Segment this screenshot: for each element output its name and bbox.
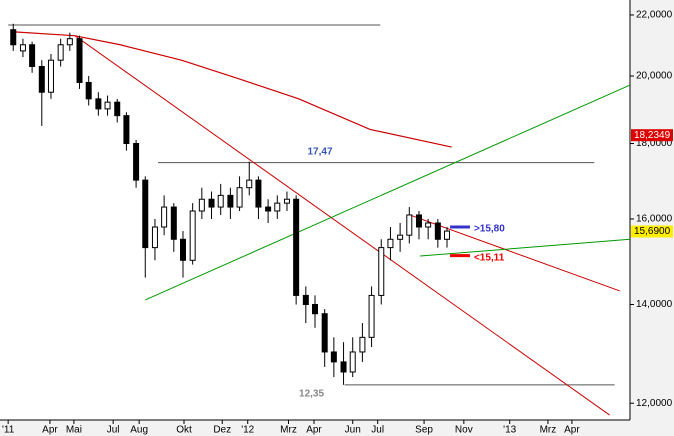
candle-body: [114, 101, 121, 117]
x-tick-label: Aug: [130, 425, 148, 436]
x-tick-label: Jun: [345, 425, 361, 436]
x-tick-label: Mrz: [540, 425, 557, 436]
candle-body: [340, 361, 347, 373]
y-tick-label: 22,0000: [636, 10, 673, 21]
y-axis-panel: [630, 0, 674, 436]
trendline: [409, 214, 620, 292]
candle-body: [10, 29, 17, 46]
candle-body: [397, 234, 404, 240]
candle-body: [217, 194, 224, 208]
trendline: [145, 84, 631, 301]
candle-body: [133, 143, 140, 181]
candle-body: [406, 214, 413, 236]
candle-body: [255, 179, 262, 208]
price-label: 18,2349: [634, 130, 671, 141]
x-tick-label: Jul: [107, 425, 120, 436]
candle-body: [425, 222, 432, 228]
candle-body: [283, 198, 290, 204]
target-label: >15,80: [474, 224, 505, 235]
candle-body: [265, 206, 272, 212]
price-label-box: [631, 225, 673, 238]
candle-body: [415, 214, 422, 228]
candle-body: [179, 238, 186, 261]
price-label-box: [631, 129, 673, 142]
target-label: <15,11: [474, 252, 505, 263]
candle-body: [198, 198, 205, 212]
candle-body: [66, 38, 73, 46]
x-tick-label: Mrz: [280, 425, 297, 436]
x-tick-label: '12: [241, 425, 254, 436]
x-tick-label: Dez: [213, 425, 231, 436]
y-tick-label: 18,0000: [636, 138, 673, 149]
candle-body: [302, 294, 309, 305]
candle-body: [85, 81, 92, 100]
candle-body: [274, 202, 281, 212]
y-tick-label: 12,0000: [636, 398, 673, 409]
price-label: 15,6900: [634, 226, 671, 237]
level-label: 12,35: [299, 388, 324, 399]
candle-body: [378, 247, 385, 296]
candle-body: [47, 59, 54, 93]
candle-body: [38, 65, 45, 93]
candle-body: [57, 44, 64, 61]
candle-body: [104, 101, 111, 110]
x-axis-panel: [0, 420, 674, 436]
x-tick-label: Apr: [564, 425, 580, 436]
x-tick-label: Apr: [42, 425, 58, 436]
candle-body: [368, 294, 375, 338]
candle-body: [29, 44, 36, 67]
candle-body: [349, 351, 356, 373]
candle-body: [189, 210, 196, 261]
candle-body: [151, 226, 158, 249]
candle-body: [227, 194, 234, 208]
candle-body: [19, 44, 26, 52]
x-tick-label: Jul: [371, 425, 384, 436]
level-label: 17,47: [307, 146, 332, 157]
candle-body: [330, 351, 337, 363]
x-tick-label: Nov: [455, 425, 473, 436]
candle-body: [321, 313, 328, 353]
candle-body: [123, 115, 130, 145]
trendline: [419, 238, 631, 257]
candle-body: [161, 206, 168, 228]
moving-average: [12, 31, 452, 148]
y-tick-label: 16,0000: [636, 214, 673, 225]
y-tick-label: 14,0000: [636, 299, 673, 310]
candle-body: [95, 98, 102, 110]
candle-body: [312, 303, 318, 315]
x-tick-label: Apr: [306, 425, 322, 436]
x-tick-label: Okt: [176, 425, 192, 436]
candle-body: [76, 38, 83, 83]
candle-body: [246, 179, 253, 189]
y-tick-label: 20,0000: [636, 71, 673, 82]
candle-body: [170, 206, 177, 240]
x-tick-label: Mai: [66, 425, 82, 436]
candle-body: [434, 222, 441, 240]
candle-body: [444, 230, 451, 240]
candle-body: [293, 198, 300, 296]
candle-body: [359, 336, 366, 353]
x-tick-label: Sep: [415, 425, 433, 436]
candle-body: [208, 198, 215, 208]
candle-body: [142, 179, 149, 249]
x-tick-label: '13: [503, 425, 516, 436]
x-tick-label: '11: [2, 425, 15, 436]
candle-body: [236, 187, 243, 208]
trendline: [74, 35, 610, 416]
candle-body: [387, 238, 394, 249]
